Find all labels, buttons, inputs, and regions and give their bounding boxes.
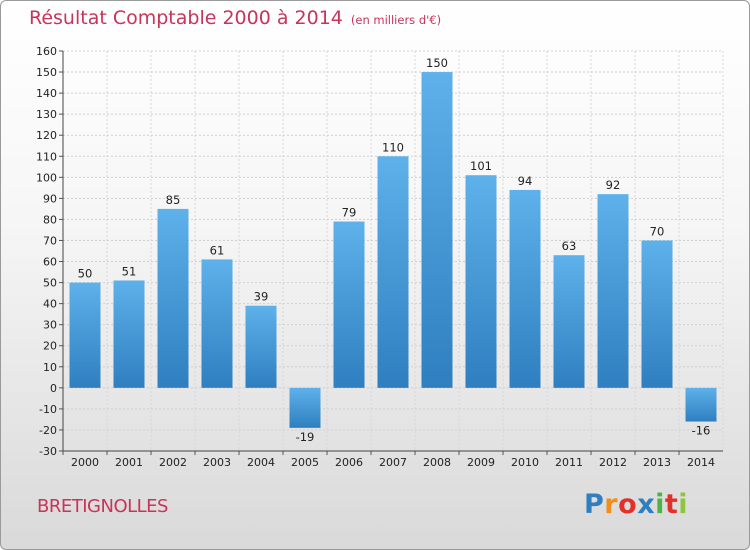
x-tick-label: 2009 — [467, 456, 495, 469]
y-tick-label: 110 — [36, 150, 57, 163]
x-tick-label: 2004 — [247, 456, 275, 469]
logo-letter: o — [618, 489, 638, 520]
x-tick-label: 2000 — [71, 456, 99, 469]
data-label: 94 — [518, 174, 533, 188]
y-tick-label: 30 — [43, 319, 57, 332]
data-label: 51 — [122, 264, 137, 278]
x-tick-label: 2011 — [555, 456, 583, 469]
bar-2002 — [157, 208, 189, 388]
bar-2006 — [333, 221, 365, 388]
x-tick-label: 2005 — [291, 456, 319, 469]
y-tick-label: 50 — [43, 277, 57, 290]
bar-2003 — [201, 259, 233, 388]
y-tick-label: 160 — [36, 45, 57, 58]
city-name: BRETIGNOLLES — [37, 496, 168, 517]
y-tick-label: -30 — [39, 445, 57, 458]
data-label: 110 — [382, 140, 404, 154]
chart-title: Résultat Comptable 2000 à 2014 (en millie… — [29, 7, 442, 29]
y-tick-label: 40 — [43, 298, 57, 311]
y-tick-label: -20 — [39, 424, 57, 437]
y-tick-label: 10 — [43, 361, 57, 374]
bar-2013 — [641, 240, 673, 388]
bar-2012 — [597, 194, 629, 388]
bar-2005 — [289, 387, 321, 428]
bar-2007 — [377, 156, 409, 388]
y-tick-label: 130 — [36, 108, 57, 121]
data-label: 79 — [342, 206, 357, 220]
x-tick-label: 2010 — [511, 456, 539, 469]
y-tick-label: 140 — [36, 87, 57, 100]
bar-2001 — [113, 280, 145, 388]
x-tick-label: 2007 — [379, 456, 407, 469]
chart-unit: (en milliers d'€) — [350, 13, 442, 27]
y-tick-label: 0 — [50, 382, 57, 395]
data-label: 39 — [254, 290, 269, 304]
bar-2000 — [69, 282, 101, 388]
data-label: -16 — [692, 424, 711, 438]
data-label: 70 — [650, 224, 665, 238]
x-tick-label: 2006 — [335, 456, 363, 469]
data-label: 50 — [78, 267, 93, 281]
bar-2014 — [685, 387, 717, 422]
y-tick-label: 100 — [36, 171, 57, 184]
x-tick-label: 2008 — [423, 456, 451, 469]
y-tick-label: 20 — [43, 340, 57, 353]
y-tick-label: 70 — [43, 234, 57, 247]
bar-2010 — [509, 189, 541, 388]
bar-2011 — [553, 255, 585, 388]
y-tick-label: 60 — [43, 256, 57, 269]
x-tick-label: 2003 — [203, 456, 231, 469]
x-tick-label: 2001 — [115, 456, 143, 469]
logo-letter: r — [604, 489, 619, 520]
logo-letter: i — [655, 489, 665, 520]
data-label: 85 — [166, 193, 181, 207]
data-label: 92 — [606, 178, 621, 192]
data-label: 101 — [470, 159, 492, 173]
y-tick-label: 150 — [36, 66, 57, 79]
y-tick-label: 80 — [43, 213, 57, 226]
data-label: -19 — [296, 430, 315, 444]
bar-2009 — [465, 175, 497, 388]
data-label: 61 — [210, 243, 225, 257]
x-tick-label: 2012 — [599, 456, 627, 469]
logo-letter: P — [584, 489, 605, 520]
proxiti-logo: Proxiti — [584, 489, 688, 520]
data-label: 150 — [426, 56, 448, 70]
bar-2004 — [245, 305, 277, 388]
logo-letter: i — [678, 489, 689, 520]
x-tick-label: 2014 — [687, 456, 715, 469]
x-tick-label: 2013 — [643, 456, 671, 469]
y-tick-label: 90 — [43, 192, 57, 205]
y-tick-label: 120 — [36, 129, 57, 142]
data-label: 63 — [562, 239, 577, 253]
logo-letter: t — [664, 489, 679, 520]
logo-letter: x — [637, 489, 656, 520]
x-tick-label: 2002 — [159, 456, 187, 469]
y-tick-label: -10 — [39, 403, 57, 416]
bar-2008 — [421, 72, 453, 388]
